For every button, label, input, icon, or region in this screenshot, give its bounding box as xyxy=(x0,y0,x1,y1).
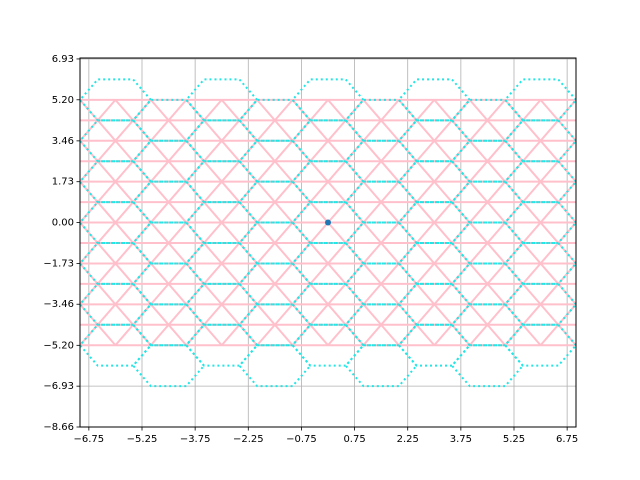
y-tick-label: 3.46 xyxy=(52,136,74,147)
lattice-line xyxy=(504,99,576,184)
y-tick-label: 0.00 xyxy=(52,218,74,229)
y-tick-label: 5.20 xyxy=(52,95,74,106)
y-tick-label: −6.93 xyxy=(43,381,74,392)
lattice-line xyxy=(575,99,576,102)
y-tick-label: −5.20 xyxy=(43,340,74,351)
x-tick-label: −0.75 xyxy=(286,434,317,445)
lattice-line xyxy=(468,99,576,225)
point xyxy=(325,219,331,226)
y-tick-label: −1.73 xyxy=(43,258,74,269)
x-tick-label: 0.75 xyxy=(343,434,365,445)
y-tick-label: 6.93 xyxy=(52,54,74,65)
hexagon xyxy=(450,344,525,388)
x-tick-label: −5.25 xyxy=(127,434,158,445)
x-tick-label: −2.25 xyxy=(233,434,264,445)
y-tick-label: −3.46 xyxy=(43,299,74,310)
x-tick-label: −6.75 xyxy=(74,434,105,445)
plot-area xyxy=(80,78,576,388)
x-tick-label: 5.25 xyxy=(503,434,525,445)
hexagon xyxy=(238,344,312,388)
x-tick-label: −3.75 xyxy=(180,434,211,445)
x-tick-label: 6.75 xyxy=(556,434,578,445)
axes-frame xyxy=(79,57,577,428)
hexagon xyxy=(131,344,206,388)
y-tick-label: −8.66 xyxy=(43,422,74,433)
hexagon xyxy=(344,344,418,388)
x-tick-label: 3.75 xyxy=(450,434,472,445)
lattice-line xyxy=(80,180,223,346)
lattice-line xyxy=(80,261,152,346)
y-tick-label: 1.73 xyxy=(52,177,74,188)
lattice-line xyxy=(398,99,576,306)
x-tick-label: 2.25 xyxy=(397,434,419,445)
ticks: −6.75 −5.25 −3.75 −2.25 −0.75 0.75 2.25 3.75 5.2… xyxy=(43,54,578,445)
